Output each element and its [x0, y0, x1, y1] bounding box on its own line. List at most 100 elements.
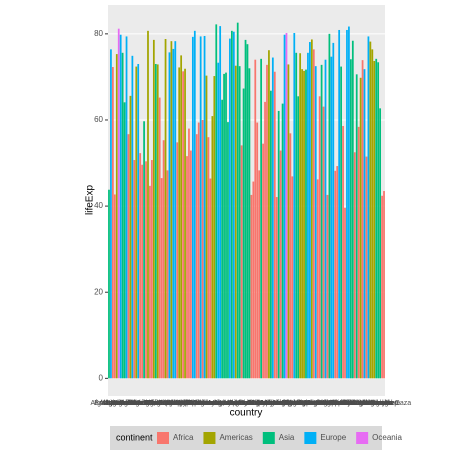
x-tick-label: Libya — [247, 400, 264, 407]
bar — [197, 122, 200, 379]
x-tick-label: Guinea — [197, 400, 220, 407]
bar — [297, 96, 300, 379]
bar — [123, 102, 126, 379]
x-tick-label: Norway — [282, 400, 306, 407]
x-tick-label: Philippines — [289, 400, 323, 407]
x-tick-label: Denmark — [161, 400, 190, 407]
x-tick-label: Thailand — [343, 400, 370, 407]
x-tick-label: Bahrain — [111, 400, 135, 407]
bar — [367, 36, 370, 379]
bar — [229, 38, 231, 379]
x-tick-label: Finland — [181, 400, 204, 407]
x-tick-label: Indonesia — [209, 400, 239, 407]
bar — [268, 50, 270, 379]
x-tick-label: United Kingdom — [344, 400, 394, 407]
bar — [133, 160, 136, 379]
bar — [342, 126, 344, 379]
x-tick-label: Argentina — [102, 400, 132, 407]
legend-title: continent — [116, 432, 153, 442]
x-tick-label: Mexico — [258, 400, 280, 407]
bar — [227, 122, 229, 379]
bar — [125, 36, 128, 379]
x-tick-label: Bulgaria — [125, 400, 151, 407]
x-tick-label: China — [147, 400, 165, 407]
bar — [240, 145, 243, 379]
bar — [191, 36, 194, 379]
bar — [295, 52, 298, 379]
x-tick-label: Canada — [136, 400, 161, 407]
x-tick-label: France — [184, 400, 206, 407]
bar — [316, 179, 319, 379]
x-tick-label: Honduras — [199, 400, 230, 407]
x-tick-label: Djibouti — [166, 400, 190, 407]
x-tick-label: Belgium — [114, 400, 139, 407]
x-tick-label: Sierra Leone — [307, 400, 347, 407]
x-tick-label: Ethiopia — [178, 400, 203, 407]
x-tick-label: Lesotho — [239, 400, 264, 407]
bar — [275, 197, 278, 379]
bar — [357, 126, 360, 379]
bar — [353, 152, 356, 379]
x-tick-label: Ecuador — [168, 400, 195, 407]
bar — [314, 66, 317, 379]
x-tick-label: Sudan — [333, 400, 353, 407]
bar — [310, 39, 313, 379]
bar — [305, 69, 307, 379]
x-tick-label: Jamaica — [223, 400, 249, 407]
bar — [361, 60, 364, 379]
bar — [375, 58, 378, 379]
x-tick-label: Nicaragua — [272, 400, 304, 407]
bar — [279, 150, 282, 379]
x-tick-label: Comoros — [145, 400, 174, 407]
x-tick-label: Central African Republic — [112, 400, 188, 407]
bar — [246, 44, 249, 379]
bar — [262, 143, 264, 379]
bar — [301, 69, 303, 379]
x-tick-label: Myanmar — [264, 400, 294, 407]
bar — [119, 34, 122, 379]
bar — [178, 67, 181, 379]
bar — [151, 160, 153, 379]
bar — [334, 170, 337, 379]
bar — [186, 156, 188, 379]
bar — [121, 52, 124, 379]
bar — [351, 40, 354, 379]
x-tick-label: Bolivia — [120, 400, 141, 407]
bar — [283, 34, 286, 379]
bar — [281, 103, 284, 379]
x-tick-label: Mongolia — [257, 400, 286, 407]
bar — [127, 134, 130, 379]
bar — [326, 194, 329, 379]
x-tick-label: Singapore — [313, 400, 345, 407]
bar — [117, 28, 120, 379]
x-axis-title: country — [230, 408, 263, 419]
x-tick-label: South Africa — [318, 400, 356, 407]
bar — [108, 189, 110, 379]
x-tick-label: Congo, Dem. Rep. — [133, 400, 191, 407]
x-tick-label: Sweden — [334, 400, 359, 407]
x-tick-label: Benin — [120, 400, 138, 407]
x-tick-label: Nepal — [273, 400, 292, 407]
x-tick-label: Equatorial Guinea — [159, 400, 215, 407]
x-tick-label: India — [215, 400, 230, 407]
bar — [303, 70, 305, 379]
x-tick-label: Korea, Rep. — [227, 400, 264, 407]
bar — [139, 153, 142, 379]
bar — [381, 195, 383, 379]
bar — [230, 30, 233, 379]
bar — [365, 156, 368, 379]
bar — [346, 29, 348, 379]
x-tick-label: Zimbabwe — [368, 400, 400, 407]
bar — [307, 52, 309, 379]
bar — [215, 24, 218, 379]
x-tick-label: Austria — [110, 400, 132, 407]
bar — [129, 95, 132, 379]
bar — [111, 67, 114, 379]
bar — [285, 32, 288, 379]
bar — [221, 99, 223, 379]
x-tick-label: Italy — [227, 400, 240, 407]
bar — [309, 42, 311, 379]
bar — [359, 77, 362, 379]
x-tick-label: Togo — [351, 400, 366, 407]
bar — [223, 73, 225, 379]
